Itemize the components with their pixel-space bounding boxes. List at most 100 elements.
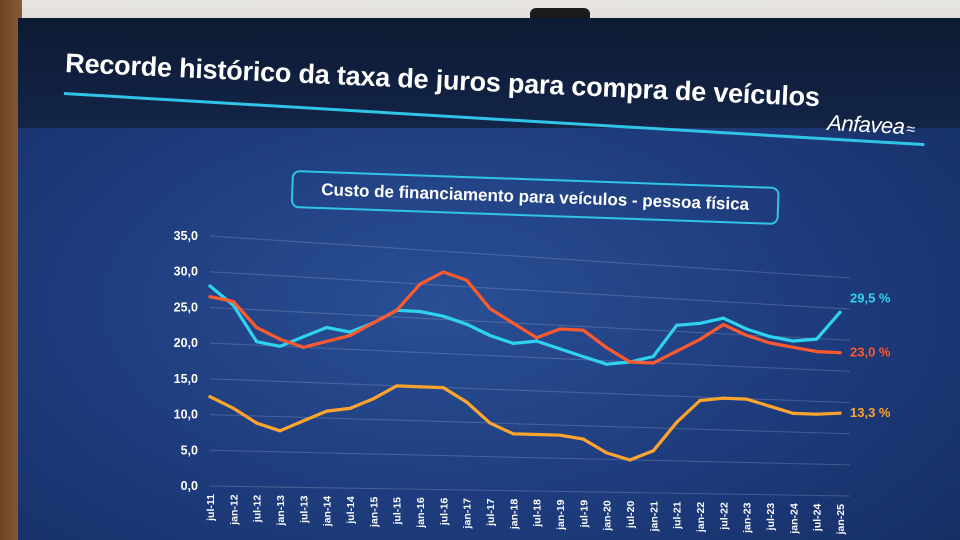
data-point [325, 325, 329, 330]
data-point [535, 339, 539, 343]
data-point [371, 321, 375, 325]
data-point [441, 314, 445, 318]
y-tick-label: 15,0 [174, 372, 198, 386]
data-point [488, 421, 492, 425]
data-point [605, 362, 609, 366]
x-tick-label: jul-13 [298, 495, 310, 524]
data-point [278, 429, 282, 433]
x-tick-label: jul-11 [205, 494, 217, 522]
data-point [208, 284, 212, 288]
y-tick-label: 10,0 [174, 408, 198, 422]
chart-grid [209, 235, 851, 497]
y-tick-label: 5,0 [181, 443, 198, 457]
data-point [488, 333, 492, 338]
data-point [605, 451, 609, 455]
data-point [768, 335, 772, 339]
data-point [675, 349, 679, 353]
data-point [745, 333, 749, 338]
data-point [231, 406, 235, 410]
presentation-screen: Recorde histórico da taxa de juros para … [18, 18, 960, 540]
gridline [209, 235, 851, 279]
y-tick-label: 35,0 [174, 229, 198, 243]
x-tick-label: jan-22 [695, 502, 707, 534]
data-point [605, 346, 609, 350]
data-point [441, 386, 445, 390]
x-tick-label: jan-19 [555, 499, 567, 531]
data-point [488, 306, 492, 311]
data-point [278, 337, 282, 341]
data-point [511, 321, 515, 325]
data-point [535, 432, 539, 437]
series-line [208, 270, 842, 365]
data-point [791, 345, 795, 349]
x-tick-label: jan-18 [508, 499, 520, 531]
data-point [255, 340, 259, 344]
data-point [441, 270, 445, 274]
data-point [698, 321, 702, 325]
x-tick-label: jul-19 [578, 500, 590, 529]
x-tick-label: jan-16 [415, 497, 427, 529]
x-tick-label: jul-17 [485, 498, 497, 527]
x-tick-label: jan-20 [602, 500, 614, 532]
data-point [581, 437, 585, 441]
y-tick-label: 30,0 [174, 265, 198, 279]
data-point [395, 384, 399, 388]
data-point [301, 335, 305, 339]
line-chart: 0,0 5,0 10,0 15,0 20,0 25,0 30,0 35,0 jul-11 jan… [174, 229, 891, 536]
data-point [675, 420, 679, 424]
data-point [581, 328, 585, 332]
gridline [209, 485, 851, 497]
data-point [791, 339, 795, 343]
y-tick-label: 25,0 [174, 300, 198, 314]
x-axis: jul-11 jan-12 jul-12 jan-13 jul-13 jan-14 jul-… [205, 494, 847, 536]
x-tick-label: jan-25 [835, 504, 847, 536]
data-point [231, 299, 235, 304]
data-point [418, 385, 422, 389]
x-tick-label: jul-14 [345, 496, 357, 525]
y-tick-label: 20,0 [174, 336, 198, 350]
x-tick-label: jul-22 [718, 502, 730, 531]
slide-title-bar [18, 18, 960, 128]
series-line [208, 284, 842, 366]
x-tick-label: jul-21 [672, 501, 684, 530]
x-tick-label: jul-12 [252, 495, 264, 524]
data-point [768, 404, 772, 408]
data-point [721, 396, 725, 400]
data-point [558, 347, 562, 351]
data-point [721, 316, 725, 320]
data-point [558, 433, 562, 437]
data-point [511, 432, 515, 436]
series-end-label: 13,3 % [850, 405, 891, 420]
y-axis: 0,0 5,0 10,0 15,0 20,0 25,0 30,0 35,0 [174, 229, 198, 493]
data-point [745, 397, 749, 401]
x-tick-label: jan-23 [742, 502, 754, 534]
x-tick-label: jan-24 [788, 503, 800, 535]
data-point [651, 361, 655, 365]
data-point [768, 341, 772, 345]
data-point [815, 337, 819, 341]
data-point [838, 411, 842, 415]
data-point [698, 398, 702, 403]
data-point [651, 354, 655, 359]
data-point [698, 337, 702, 342]
data-point [255, 421, 259, 425]
gridline [209, 378, 851, 404]
x-tick-label: jul-18 [532, 499, 544, 528]
data-point [511, 341, 515, 345]
wood-panel [0, 0, 22, 540]
data-point [395, 308, 399, 312]
x-tick-label: jul-20 [625, 501, 637, 530]
data-point [815, 349, 819, 354]
data-point [278, 344, 282, 348]
x-tick-label: jan-14 [322, 496, 334, 528]
data-point [628, 458, 632, 462]
data-point [418, 309, 422, 314]
data-point [721, 323, 725, 327]
x-tick-label: jul-16 [438, 498, 450, 527]
series-end-label: 29,5 % [850, 290, 891, 305]
data-point [301, 419, 305, 423]
data-point [301, 345, 305, 349]
x-tick-label: jan-12 [228, 494, 240, 526]
data-point [558, 327, 562, 331]
data-point [208, 295, 212, 299]
